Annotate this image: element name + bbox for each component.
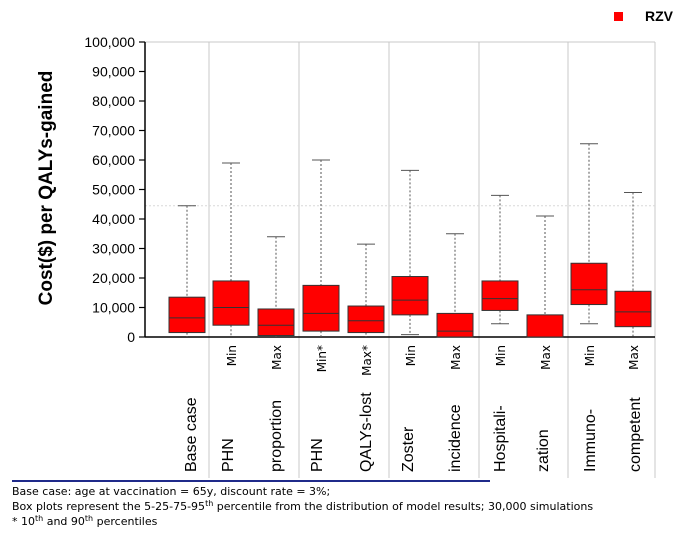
footnote-line-2-post: percentile from the distribution of mode… — [213, 500, 594, 513]
footnote-box-plots: Box plots represent the 5-25-75-95th per… — [12, 499, 594, 514]
box-hosp_max — [526, 215, 564, 338]
box-immuno_max — [614, 191, 652, 337]
box-phn_qaly_min — [302, 159, 340, 337]
y-tick-label: 40,000 — [92, 211, 135, 227]
tick-label-zoster_max: Max — [449, 345, 463, 370]
footnote-line-3-post: percentiles — [93, 515, 158, 528]
tick-label-immuno_max: Max — [627, 345, 641, 370]
group-label-line: PHN — [309, 438, 326, 472]
group-label-line: zation — [535, 429, 552, 472]
y-axis-title: Cost($) per QALYs-gained — [36, 71, 57, 306]
iqr-box — [570, 262, 608, 306]
y-tick-label: 60,000 — [92, 152, 135, 168]
footnote-line-3-sup1: th — [35, 514, 44, 523]
iqr-box — [526, 314, 564, 338]
footnote-line-2-sup: th — [205, 499, 214, 508]
x-axis-labels: Min Max Min* Max* Min Max Min Max Min Max Base cas… — [183, 345, 644, 472]
tick-label-hosp_max: Max — [539, 345, 553, 370]
tick-label-zoster_min: Min — [404, 345, 418, 366]
tick-label-phn_qaly_min: Min* — [315, 345, 329, 372]
group-label-line: Hospitali- — [492, 405, 509, 472]
box-phn_qaly_max — [347, 243, 385, 337]
y-tick-label: 0 — [127, 329, 135, 345]
footnote-percentiles: * 10th and 90th percentiles — [12, 514, 158, 529]
footnote-line-2-pre: Box plots represent the 5-25-75-95 — [12, 500, 206, 513]
box-base — [168, 205, 206, 337]
footnote-line-3-star: * 10 — [12, 515, 35, 528]
footnote-base-case: Base case: age at vaccination = 65y, dis… — [12, 485, 330, 498]
iqr-box — [481, 280, 519, 311]
box-phn_prop_max — [257, 236, 295, 337]
y-tick-label: 100,000 — [84, 34, 135, 50]
tick-label-immuno_min: Min — [583, 345, 597, 366]
iqr-box — [168, 296, 206, 334]
iqr-box — [391, 276, 429, 316]
iqr-box — [347, 305, 385, 334]
y-axis: 0 10,000 20,000 30,000 40,000 50,000 60,000 70,… — [84, 34, 655, 345]
group-label-line: QALYs-lost — [358, 392, 375, 472]
tick-label-phn_prop_max: Max — [270, 345, 284, 370]
y-tick-label: 20,000 — [92, 270, 135, 286]
footnote-line-3-mid: and 90 — [43, 515, 85, 528]
boxes-layer — [168, 143, 652, 338]
y-tick-label: 10,000 — [92, 300, 135, 316]
box-hosp_min — [481, 194, 519, 325]
iqr-box — [212, 280, 250, 326]
y-tick-label: 50,000 — [92, 182, 135, 198]
y-tick-label: 90,000 — [92, 64, 135, 80]
iqr-box — [302, 284, 340, 332]
group-label-line: Base case — [183, 397, 200, 472]
iqr-box — [257, 308, 295, 337]
group-label-line: proportion — [268, 400, 285, 472]
footnote-line-3-sup2: th — [84, 514, 94, 523]
box-zoster_min — [391, 169, 429, 336]
box-phn_prop_min — [212, 162, 250, 337]
group-label-line: competent — [627, 397, 644, 472]
group-label-line: Zoster — [400, 426, 417, 472]
group-label-line: PHN — [220, 438, 237, 472]
footnote-line-1: Base case: age at vaccination = 65y, dis… — [12, 485, 331, 498]
box-plot-chart: 0 10,000 20,000 30,000 40,000 50,000 60,000 70,… — [36, 8, 674, 478]
y-tick-label: 80,000 — [92, 93, 135, 109]
iqr-box — [614, 290, 652, 328]
box-immuno_min — [570, 143, 608, 325]
tick-label-hosp_min: Min — [494, 345, 508, 366]
legend-label: RZV — [645, 8, 674, 24]
group-label-line: incidence — [447, 404, 464, 472]
legend-swatch — [614, 12, 623, 21]
iqr-box — [436, 312, 474, 338]
group-label-line: Immuno- — [582, 409, 599, 472]
y-tick-label: 70,000 — [92, 123, 135, 139]
tick-label-phn_qaly_max: Max* — [360, 345, 374, 376]
tick-label-phn_prop_min: Min — [225, 345, 239, 366]
group-dividers — [145, 41, 656, 478]
footnote-divider — [12, 480, 490, 482]
box-zoster_max — [436, 233, 474, 338]
y-tick-label: 30,000 — [92, 241, 135, 257]
